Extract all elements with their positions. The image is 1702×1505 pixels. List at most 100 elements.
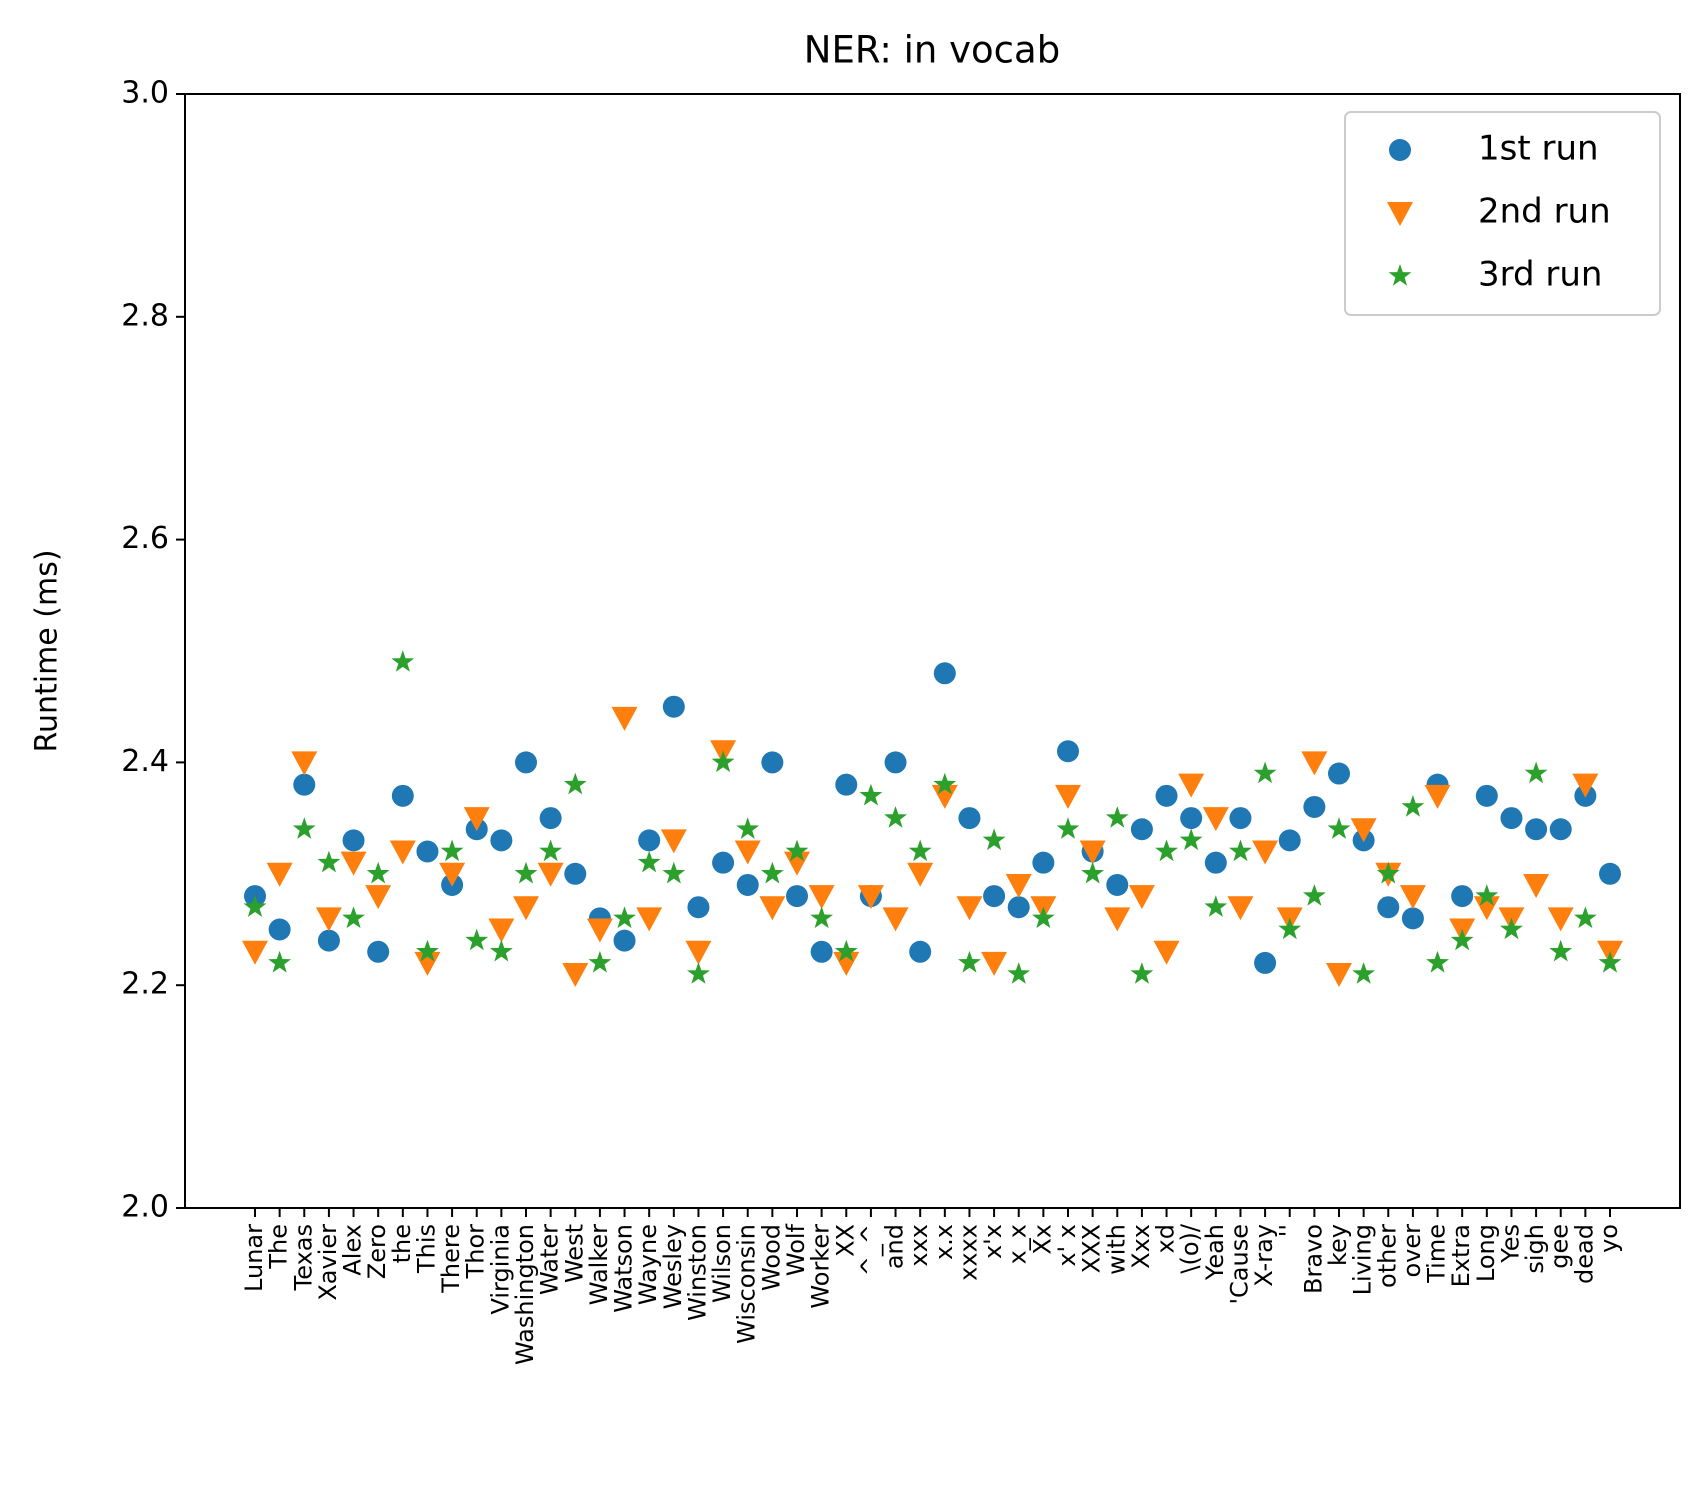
point [292,817,316,839]
x-tick-label: Winston [683,1224,711,1321]
point [1229,807,1252,830]
point [1204,895,1228,917]
point [1032,906,1055,929]
x-tick-label: ^_^ [856,1224,884,1276]
x-tick-label: sigh [1521,1224,1549,1274]
point [1303,884,1326,906]
point [1178,773,1205,798]
point [761,861,784,884]
point [884,751,907,774]
x-tick-label: Lunar [240,1224,268,1292]
x-tick-label: Watson [610,1224,638,1313]
x-tick-label: Long [1472,1224,1500,1282]
point [1253,761,1277,784]
x-tick-label: Virginia [486,1224,514,1315]
x-tick-label: Wesley [659,1224,687,1309]
point [463,807,490,832]
point [1451,885,1474,908]
x-tick-label: The [265,1224,293,1270]
point [1252,840,1279,865]
point [1202,807,1229,832]
x-tick-label: Alex [339,1224,367,1276]
point [1057,740,1079,763]
point [243,895,267,917]
x-tick-label: West [560,1224,588,1283]
x-tick-label: xxx [905,1224,933,1267]
point [956,896,983,921]
y-tick-label: 2.2 [121,967,169,1002]
point [1475,884,1499,906]
point [317,850,341,873]
x-tick-label: Thor [462,1224,490,1280]
point [1549,818,1572,841]
point [1473,896,1500,921]
point [833,951,860,976]
point [1377,896,1400,919]
point [786,885,808,908]
point [859,783,883,806]
x-tick-label: xd [1152,1224,1180,1253]
point [662,695,685,718]
x-tick-label: Zero [363,1224,391,1279]
point [1388,264,1412,286]
point [1303,795,1326,818]
point [884,806,907,828]
x-tick-label: Extra [1447,1224,1475,1287]
point [687,896,710,919]
point [1399,885,1426,910]
point [761,751,784,774]
point [1155,784,1178,807]
legend-label: 1st run [1478,129,1599,169]
point [613,929,636,952]
point [537,862,564,887]
point [1278,829,1301,852]
point [340,851,367,876]
point [440,839,464,862]
point [414,951,441,976]
point [1229,839,1252,862]
x-tick-label: the [388,1224,416,1263]
point [981,951,1008,976]
x-tick-label: Worker [807,1224,835,1309]
x-tick-label: x_x [1004,1224,1032,1264]
point [908,839,932,862]
x-tick-label: yo [1595,1224,1623,1253]
point [662,861,686,884]
point [1352,962,1375,984]
point [712,851,735,874]
x-tick-label: xxxx [954,1224,982,1281]
point [1180,807,1203,830]
point [638,829,661,852]
x-tick-label: Wisconsin [733,1224,761,1344]
point [1104,907,1131,932]
x-tick-label: dead [1570,1224,1598,1284]
legend-label: 2nd run [1478,192,1611,232]
x-tick-label: Living [1349,1224,1377,1295]
point [1549,939,1573,962]
x-tick-label: gee [1546,1224,1574,1269]
x-tick-label: Water [536,1224,564,1295]
point [660,829,687,854]
point [810,940,833,963]
point [1326,963,1352,988]
point [1153,940,1180,965]
point [785,839,809,862]
point [342,906,365,929]
y-tick-label: 2.6 [121,521,169,556]
point [1278,917,1302,940]
point [563,772,587,795]
x-tick-label: Xavier [314,1224,342,1301]
point [734,840,761,865]
x-tick-label: Bravo [1299,1224,1327,1294]
point [613,906,636,929]
point [1007,962,1031,984]
point [1328,762,1350,785]
point [1055,784,1081,809]
point [562,963,589,988]
y-tick-label: 2.8 [121,298,169,333]
point [1376,861,1400,884]
x-tick-label: Wayne [634,1224,662,1305]
chart-title: NER: in vocab [804,29,1060,72]
point [1401,795,1425,817]
